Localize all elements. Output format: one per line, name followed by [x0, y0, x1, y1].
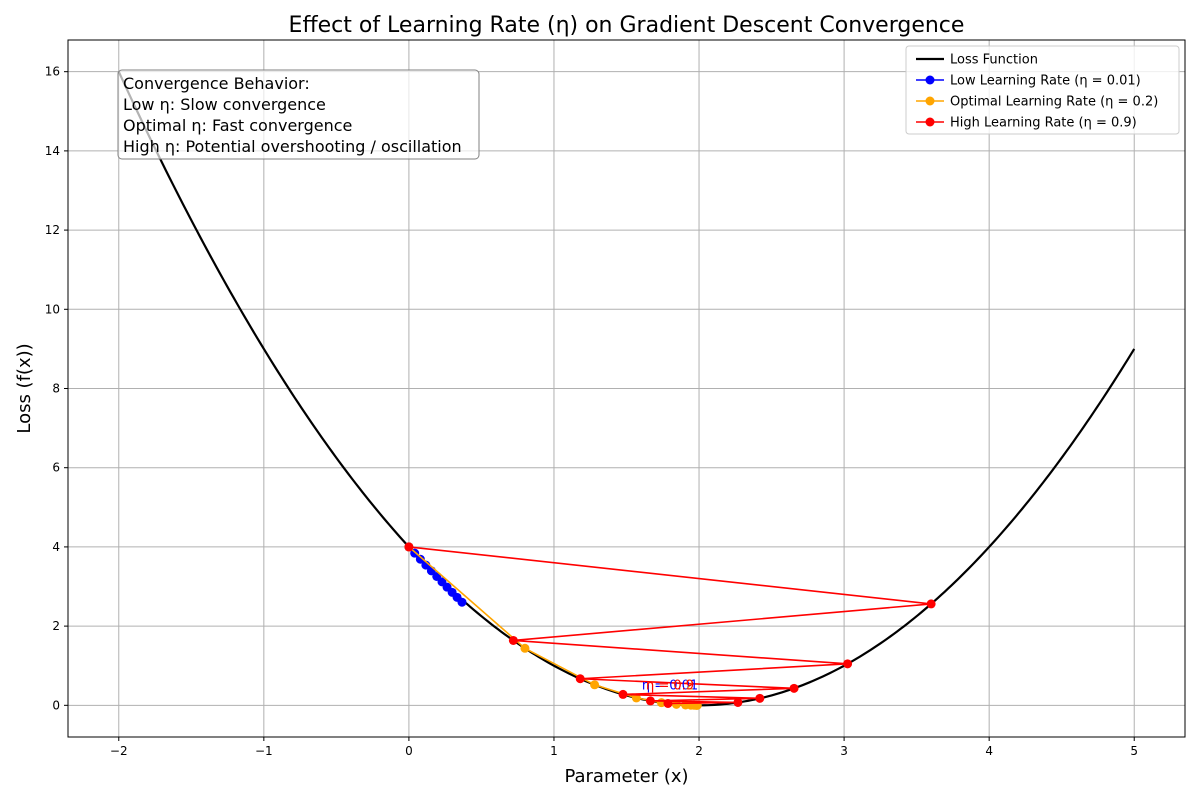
legend-label: Optimal Learning Rate (η = 0.2) — [950, 95, 1158, 110]
learning-rate-annotation: η = 0.01 — [642, 679, 698, 694]
note-box-frame — [117, 69, 480, 160]
y-tick-label: 12 — [45, 223, 60, 237]
data-point — [457, 597, 467, 607]
series-2 — [404, 542, 936, 708]
data-point — [575, 674, 585, 684]
note-line: Convergence Behavior: — [123, 74, 310, 93]
y-tick-label: 8 — [52, 382, 60, 396]
note-line: Optimal η: Fast convergence — [123, 116, 352, 135]
learning-rate-annotation: η = 0.2 — [646, 679, 694, 694]
x-tick-label: 5 — [1130, 744, 1138, 758]
y-tick-label: 16 — [45, 65, 60, 79]
y-tick-label: 10 — [45, 302, 60, 316]
data-point — [926, 599, 936, 609]
plot-area: η = 0.01η = 0.2η = 0.9 — [117, 71, 1136, 710]
x-tick-label: −1 — [255, 744, 273, 758]
legend-label: High Learning Rate (η = 0.9) — [950, 116, 1137, 131]
legend: Loss Function Low Learning Rate (η = 0.01… — [905, 45, 1180, 135]
convergence-note-box: Convergence Behavior: Low η: Slow converg… — [117, 69, 480, 160]
chart-title: Effect of Learning Rate (η) on Gradient … — [289, 13, 965, 38]
legend-frame — [905, 45, 1180, 135]
learning-rate-annotation: η = 0.9 — [646, 679, 694, 694]
data-point — [663, 698, 673, 708]
y-tick-label: 0 — [52, 698, 60, 712]
data-point — [645, 696, 655, 706]
legend-entry: Optimal Learning Rate (η = 0.2) — [916, 95, 1158, 110]
legend-swatch-marker — [925, 96, 935, 106]
data-point — [520, 643, 530, 653]
data-point — [590, 680, 600, 690]
x-tick-label: 4 — [985, 744, 993, 758]
note-line: High η: Potential overshooting / oscilla… — [123, 137, 462, 156]
legend-swatch-marker — [925, 75, 935, 85]
x-tick-label: 0 — [405, 744, 413, 758]
x-tick-label: 1 — [550, 744, 558, 758]
data-point — [755, 693, 765, 703]
y-tick-label: 4 — [52, 540, 60, 554]
x-tick-label: 2 — [695, 744, 703, 758]
x-tick-label: −2 — [110, 744, 128, 758]
note-line: Low η: Slow convergence — [123, 95, 326, 114]
data-point — [843, 659, 853, 669]
y-tick-label: 2 — [52, 619, 60, 633]
data-point — [404, 542, 414, 552]
legend-label: Loss Function — [950, 53, 1038, 68]
x-tick-label: 3 — [840, 744, 848, 758]
data-point — [789, 683, 799, 693]
y-tick-label: 6 — [52, 461, 60, 475]
x-axis-label: Parameter (x) — [564, 766, 688, 787]
legend-entry: Loss Function — [916, 53, 1038, 68]
legend-entry: High Learning Rate (η = 0.9) — [916, 116, 1137, 131]
data-point — [508, 635, 518, 645]
y-axis-label: Loss (f(x)) — [14, 343, 35, 433]
legend-swatch-marker — [925, 117, 935, 127]
legend-entry: Low Learning Rate (η = 0.01) — [916, 74, 1141, 89]
y-tick-label: 14 — [45, 144, 60, 158]
data-point — [733, 697, 743, 707]
data-point — [618, 689, 628, 699]
data-point — [415, 554, 425, 564]
legend-label: Low Learning Rate (η = 0.01) — [950, 74, 1141, 89]
